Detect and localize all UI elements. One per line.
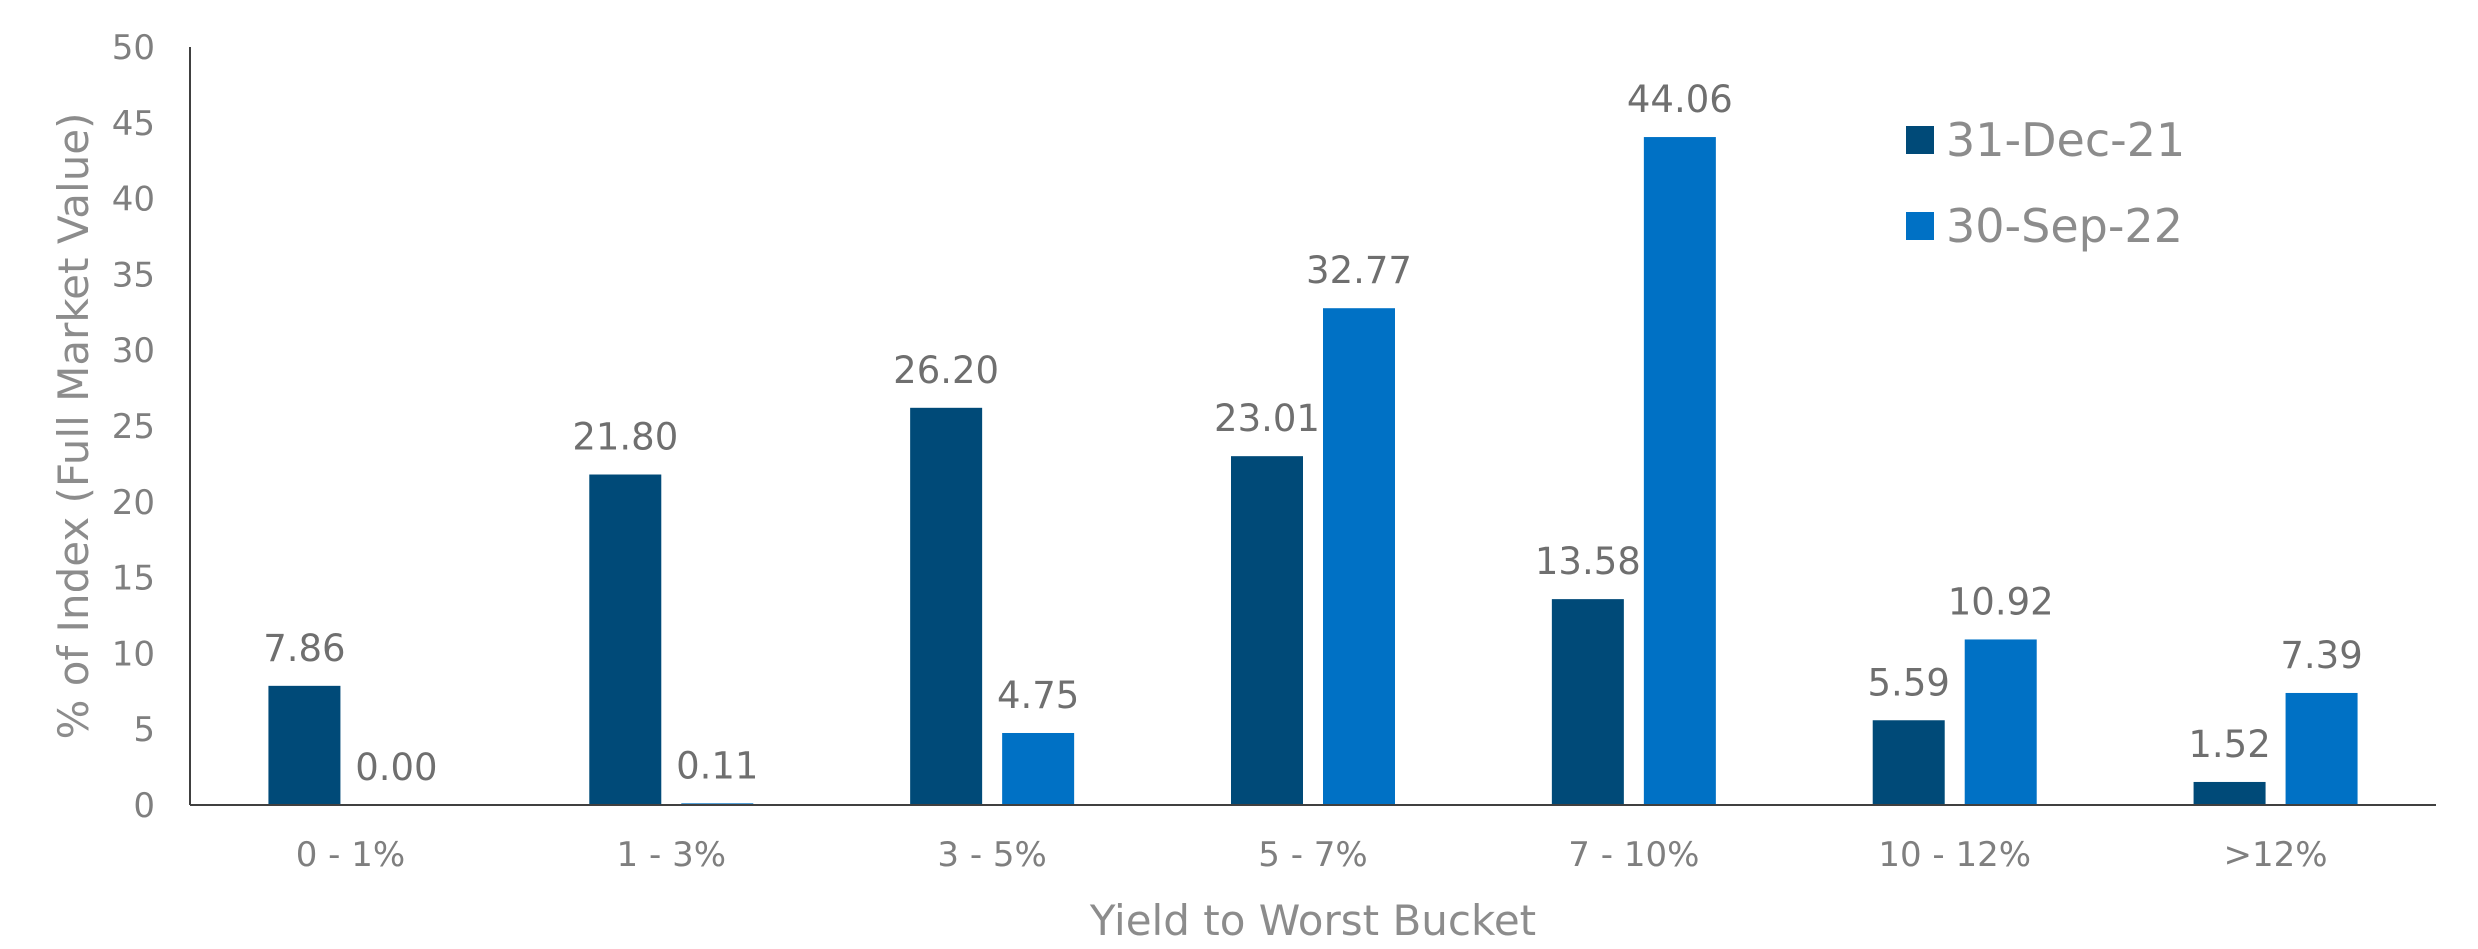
bar-dec21-4 xyxy=(1551,599,1624,805)
data-label: 0.11 xyxy=(676,744,758,787)
bar-sep22-3 xyxy=(1323,308,1395,805)
y-tick-label: 50 xyxy=(112,28,155,68)
data-label: 5.59 xyxy=(1868,661,1950,704)
y-tick-label: 15 xyxy=(112,559,155,599)
y-axis-ticks: 0 5 10 15 20 25 30 35 40 45 50 xyxy=(112,28,155,826)
data-label: 21.80 xyxy=(572,416,678,459)
data-label: 0.00 xyxy=(355,746,437,789)
legend-label: 31-Dec-21 xyxy=(1946,113,2185,167)
y-tick-label: 35 xyxy=(112,255,155,295)
x-tick-label: >12% xyxy=(2224,835,2328,875)
y-tick-label: 30 xyxy=(112,331,155,371)
y-tick-label: 5 xyxy=(133,710,155,750)
bar-dec21-5 xyxy=(1872,720,1945,805)
bar-sep22-2 xyxy=(1002,732,1075,805)
legend-label: 30-Sep-22 xyxy=(1946,199,2183,253)
bar-dec21-1 xyxy=(589,474,662,805)
y-axis-title: % of Index (Full Market Value) xyxy=(49,112,98,739)
x-tick-label: 5 - 7% xyxy=(1258,835,1367,875)
bar-dec21-2 xyxy=(910,407,983,805)
data-label: 44.06 xyxy=(1627,78,1733,121)
data-label: 10.92 xyxy=(1948,580,2054,623)
legend: 31-Dec-21 30-Sep-22 xyxy=(1906,113,2185,253)
bars xyxy=(268,137,2358,805)
x-tick-label: 10 - 12% xyxy=(1878,835,2031,875)
data-labels: 7.86 0.00 21.80 0.11 26.20 4.75 23.01 32.77 13.5… xyxy=(263,78,2363,789)
y-tick-label: 25 xyxy=(112,407,155,447)
bar-sep22-5 xyxy=(1964,639,2037,805)
data-label: 4.75 xyxy=(997,674,1079,717)
y-tick-label: 45 xyxy=(112,104,155,144)
bar-dec21-6 xyxy=(2193,781,2266,805)
x-axis-title: Yield to Worst Bucket xyxy=(1089,896,1536,945)
bar-sep22-4 xyxy=(1643,137,1716,805)
x-tick-label: 0 - 1% xyxy=(296,835,405,875)
data-label: 32.77 xyxy=(1306,249,1412,292)
x-tick-label: 7 - 10% xyxy=(1568,835,1699,875)
bar-dec21-3 xyxy=(1231,456,1303,805)
data-label: 23.01 xyxy=(1214,397,1320,440)
data-label: 13.58 xyxy=(1535,540,1641,583)
bar-sep22-6 xyxy=(2285,692,2358,805)
x-axis-ticks: 0 - 1% 1 - 3% 3 - 5% 5 - 7% 7 - 10% 10 - 12% >… xyxy=(296,835,2328,875)
bar-dec21-0 xyxy=(268,685,341,805)
legend-swatch xyxy=(1906,212,1934,240)
data-label: 1.52 xyxy=(2188,723,2270,766)
data-label: 7.39 xyxy=(2280,634,2362,677)
legend-swatch xyxy=(1906,126,1934,154)
x-tick-label: 1 - 3% xyxy=(617,835,726,875)
y-tick-label: 20 xyxy=(112,483,155,523)
data-label: 7.86 xyxy=(263,627,345,670)
y-tick-label: 0 xyxy=(133,786,155,826)
data-label: 26.20 xyxy=(893,349,999,392)
y-tick-label: 40 xyxy=(112,180,155,220)
x-tick-label: 3 - 5% xyxy=(937,835,1046,875)
y-tick-label: 10 xyxy=(112,634,155,674)
